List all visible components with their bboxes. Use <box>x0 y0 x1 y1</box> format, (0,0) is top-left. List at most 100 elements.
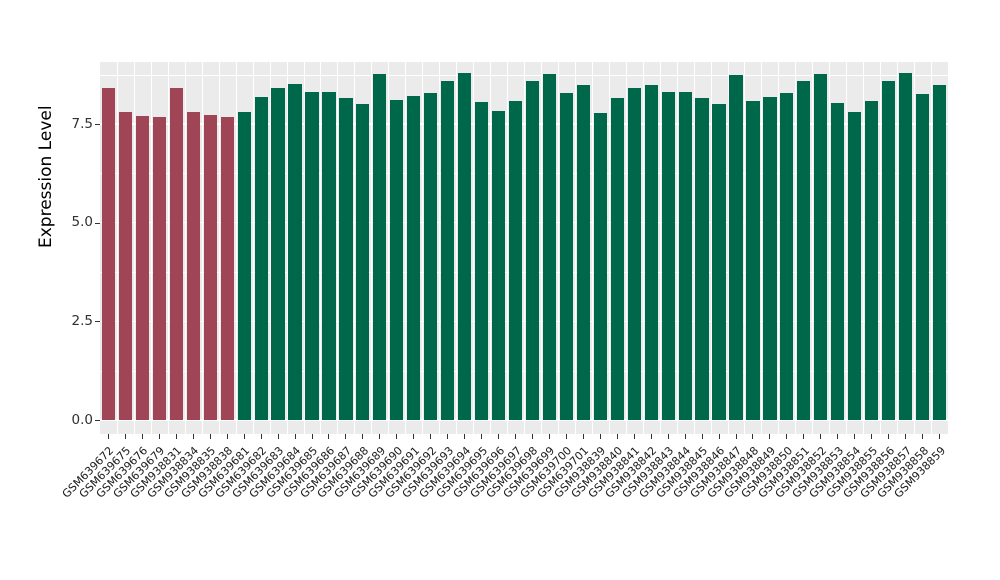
y-tick-mark <box>95 321 100 323</box>
x-tick-mark <box>311 434 313 439</box>
bar-GSM938859 <box>932 84 947 421</box>
x-tick-mark <box>854 434 856 439</box>
bar-GSM938835 <box>203 115 217 421</box>
bar-GSM938843 <box>661 91 675 421</box>
vertical-gridline <box>133 62 135 434</box>
vertical-gridline <box>574 62 576 434</box>
x-tick-mark <box>616 434 618 439</box>
y-tick-mark <box>95 420 100 422</box>
bar-GSM938853 <box>831 102 845 421</box>
x-tick-mark <box>447 434 449 439</box>
x-tick-mark <box>515 434 517 439</box>
vertical-gridline <box>608 62 610 434</box>
bar-GSM639700 <box>559 93 573 421</box>
bar-GSM639697 <box>508 100 523 421</box>
bar-GSM639687 <box>339 97 353 421</box>
x-tick-mark <box>939 434 941 439</box>
x-tick-mark <box>141 434 143 439</box>
y-tick-label: 0.0 <box>71 411 93 428</box>
vertical-gridline <box>371 62 373 434</box>
bar-GSM938844 <box>678 92 692 421</box>
x-tick-mark <box>294 434 296 439</box>
x-tick-mark <box>158 434 160 439</box>
bar-GSM639682 <box>254 96 268 421</box>
x-tick-mark <box>701 434 703 439</box>
plot-panel <box>100 62 948 434</box>
bar-GSM639685 <box>305 91 319 421</box>
vertical-gridline <box>761 62 763 434</box>
bar-GSM639684 <box>288 84 302 421</box>
x-tick-mark <box>548 434 550 439</box>
bar-GSM938849 <box>763 96 777 421</box>
bar-GSM938841 <box>627 88 641 421</box>
vertical-gridline <box>591 62 593 434</box>
bar-GSM938855 <box>865 100 879 421</box>
vertical-gridline <box>422 62 424 434</box>
x-tick-mark <box>226 434 228 439</box>
x-tick-mark <box>379 434 381 439</box>
x-tick-mark <box>124 434 126 439</box>
x-tick-mark <box>498 434 500 439</box>
vertical-gridline <box>184 62 186 434</box>
x-tick-mark <box>209 434 211 439</box>
x-tick-mark <box>107 434 109 439</box>
bar-GSM938838 <box>220 116 234 421</box>
bar-GSM938857 <box>898 73 913 421</box>
bar-GSM639689 <box>373 74 387 421</box>
vertical-gridline <box>846 62 848 434</box>
x-tick-mark <box>888 434 890 439</box>
vertical-gridline <box>337 62 339 434</box>
bar-GSM639675 <box>118 112 133 421</box>
vertical-gridline <box>880 62 882 434</box>
bar-GSM938847 <box>729 74 743 421</box>
x-tick-mark <box>820 434 822 439</box>
vertical-gridline <box>286 62 288 434</box>
x-tick-mark <box>362 434 364 439</box>
bar-GSM639693 <box>441 80 455 421</box>
vertical-gridline <box>456 62 458 434</box>
vertical-gridline <box>642 62 644 434</box>
vertical-gridline <box>659 62 661 434</box>
vertical-gridline <box>829 62 831 434</box>
y-tick-mark <box>95 124 100 125</box>
vertical-gridline <box>405 62 407 434</box>
vertical-gridline <box>439 62 441 434</box>
vertical-gridline <box>388 62 390 434</box>
x-tick-mark <box>260 434 262 439</box>
vertical-gridline <box>507 62 509 434</box>
x-tick-mark <box>871 434 873 439</box>
x-tick-mark <box>599 434 601 439</box>
vertical-gridline <box>252 62 254 434</box>
bar-GSM938831 <box>169 87 183 421</box>
bar-GSM938839 <box>593 112 607 421</box>
x-tick-mark <box>650 434 652 439</box>
bar-GSM639699 <box>542 73 557 421</box>
bar-GSM639676 <box>135 116 149 421</box>
x-tick-mark <box>413 434 415 439</box>
vertical-gridline <box>710 62 712 434</box>
vertical-gridline <box>625 62 627 434</box>
x-tick-mark <box>905 434 907 439</box>
bar-GSM938856 <box>882 80 896 421</box>
vertical-gridline <box>676 62 678 434</box>
x-tick-mark <box>922 434 924 439</box>
vertical-gridline <box>557 62 559 434</box>
vertical-gridline <box>540 62 542 434</box>
y-tick-label: 2.5 <box>71 312 93 329</box>
vertical-gridline <box>744 62 746 434</box>
x-tick-mark <box>345 434 347 439</box>
vertical-gridline <box>218 62 220 434</box>
x-tick-mark <box>175 434 177 439</box>
x-tick-mark <box>430 434 432 439</box>
bar-GSM938851 <box>797 80 811 421</box>
bar-GSM938845 <box>695 97 709 421</box>
bar-GSM639692 <box>424 93 438 421</box>
y-tick-label: 7.5 <box>71 115 93 132</box>
x-tick-mark <box>735 434 737 439</box>
x-tick-mark <box>582 434 584 439</box>
x-tick-mark <box>277 434 279 439</box>
bar-GSM639691 <box>407 95 421 421</box>
x-tick-mark <box>786 434 788 439</box>
vertical-gridline <box>812 62 814 434</box>
bar-GSM938840 <box>610 97 624 421</box>
